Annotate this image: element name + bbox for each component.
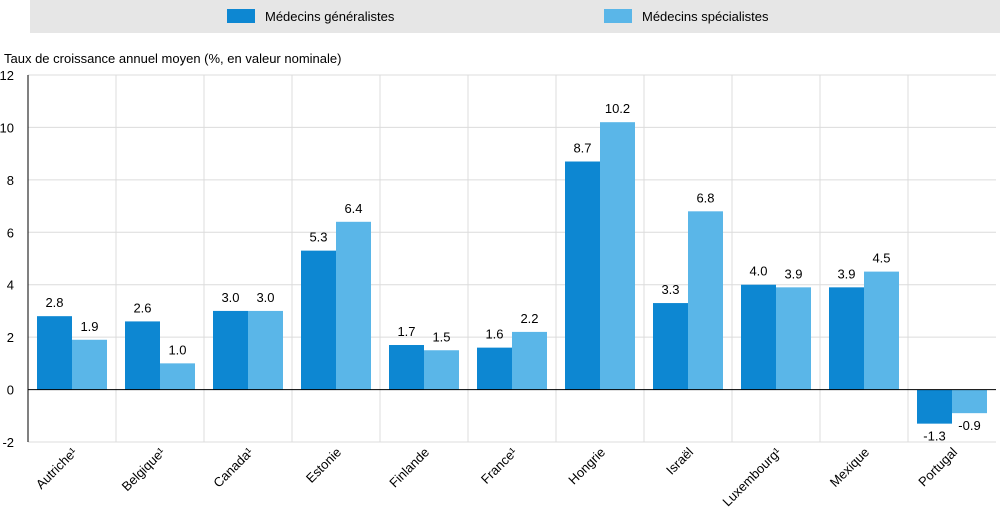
- bar: [477, 347, 512, 390]
- bar-value-label: -0.9: [958, 418, 980, 433]
- bar: [301, 250, 336, 390]
- bar: [512, 331, 547, 390]
- x-tick-label: France¹: [478, 444, 521, 487]
- x-tick-label: Portugal: [915, 444, 960, 489]
- y-tick-label: 4: [7, 278, 14, 293]
- bar: [213, 310, 248, 390]
- bar: [952, 389, 987, 414]
- legend-swatch-generalistes: [227, 9, 255, 23]
- bar: [72, 339, 107, 390]
- legend: Médecins généralistes Médecins spécialis…: [30, 0, 1000, 33]
- bar: [389, 345, 424, 390]
- y-tick-label: 0: [7, 383, 14, 398]
- bar-value-label: 1.7: [397, 324, 415, 339]
- bar-value-label: 6.4: [344, 201, 362, 216]
- bar: [160, 363, 195, 390]
- x-tick-label: Mexique: [827, 445, 872, 490]
- x-tick-label: Autriche¹: [33, 444, 81, 492]
- x-tick-label: Hongrie: [565, 445, 608, 488]
- bar-value-label: 5.3: [309, 230, 327, 245]
- bar: [336, 221, 371, 390]
- bar: [600, 122, 635, 390]
- bar-value-label: 1.5: [432, 329, 450, 344]
- bar-value-label: 6.8: [696, 190, 714, 205]
- x-tick-label: Estonie: [303, 445, 344, 486]
- legend-label-specialistes: Médecins spécialistes: [642, 8, 769, 24]
- bar: [37, 316, 72, 390]
- bar-value-label: 8.7: [573, 141, 591, 156]
- bar-value-label: 4.0: [749, 264, 767, 279]
- legend-item-generalistes: Médecins généralistes: [227, 8, 394, 24]
- x-tick-label: Canada¹: [210, 444, 256, 490]
- y-axis-label: Taux de croissance annuel moyen (%, en v…: [4, 51, 342, 66]
- bar: [653, 303, 688, 390]
- bar-value-label: 2.2: [520, 311, 538, 326]
- y-tick-label: 12: [0, 68, 14, 83]
- bar-value-label: 4.5: [872, 251, 890, 266]
- x-tick-label: Luxembourg¹: [719, 444, 784, 509]
- bar: [125, 321, 160, 390]
- bar-value-label: 1.0: [168, 342, 186, 357]
- bar: [424, 350, 459, 390]
- x-tick-label: Finlande: [386, 445, 432, 491]
- y-tick-label: -2: [2, 435, 14, 450]
- bar-value-label: 3.0: [221, 290, 239, 305]
- bar-value-label: 1.6: [485, 327, 503, 342]
- bar-value-label: 1.9: [80, 319, 98, 334]
- bar-value-label: 10.2: [605, 101, 630, 116]
- bar: [688, 211, 723, 390]
- bar-value-label: 3.9: [837, 266, 855, 281]
- y-tick-label: 6: [7, 225, 14, 240]
- bar: [864, 271, 899, 390]
- y-tick-label: 10: [0, 120, 14, 135]
- bar: [565, 161, 600, 390]
- y-tick-label: 2: [7, 330, 14, 345]
- bar: [917, 389, 952, 424]
- bar: [829, 287, 864, 390]
- legend-label-generalistes: Médecins généralistes: [265, 8, 395, 24]
- legend-item-specialistes: Médecins spécialistes: [604, 8, 768, 24]
- bar-value-label: 3.3: [661, 282, 679, 297]
- bar: [741, 284, 776, 390]
- bar-value-label: 3.9: [784, 266, 802, 281]
- x-tick-label: Belgique¹: [119, 444, 169, 494]
- y-tick-label: 8: [7, 173, 14, 188]
- bar-value-label: 2.6: [133, 300, 151, 315]
- x-tick-label: Israël: [663, 444, 696, 477]
- legend-swatch-specialistes: [604, 9, 632, 23]
- bar: [776, 287, 811, 390]
- bar-value-label: 2.8: [45, 295, 63, 310]
- bar-value-label: 3.0: [256, 290, 274, 305]
- bar-value-label: -1.3: [923, 429, 945, 444]
- bar: [248, 310, 283, 390]
